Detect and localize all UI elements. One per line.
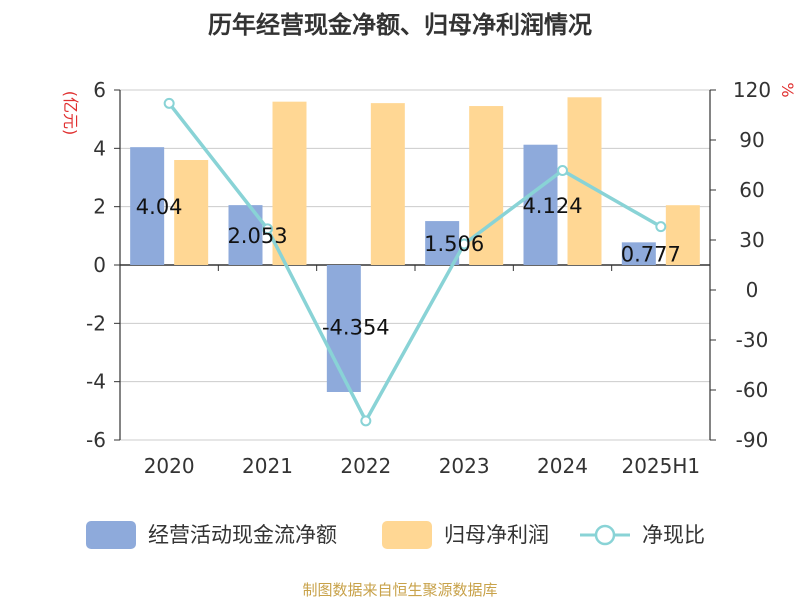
ratio-point — [557, 165, 568, 176]
cashflow-bar — [523, 144, 558, 265]
legend-line-marker — [594, 524, 616, 546]
data-label: 4.04 — [136, 195, 183, 219]
left-tick-label: 0 — [93, 253, 106, 277]
x-tick-label: 2023 — [439, 454, 490, 478]
legend-swatch — [86, 521, 136, 549]
data-label: 4.124 — [522, 194, 582, 218]
right-tick-label: 90 — [739, 128, 764, 152]
source-note: 制图数据来自恒生聚源数据库 — [302, 581, 497, 599]
left-tick-label: -4 — [86, 370, 106, 394]
right-axis-unit: % — [778, 82, 797, 97]
left-tick-label: 4 — [93, 136, 106, 160]
x-tick-label: 2024 — [537, 454, 588, 478]
bars — [130, 97, 700, 392]
data-label: 0.777 — [621, 243, 681, 267]
legend-label: 归母净利润 — [444, 523, 549, 547]
ratio-point — [360, 415, 372, 427]
left-tick-label: 2 — [93, 195, 106, 219]
chart-title: 历年经营现金净额、归母净利润情况 — [208, 11, 592, 39]
right-tick-label: 30 — [739, 228, 764, 252]
data-label: 1.506 — [424, 232, 484, 256]
left-axis-unit: (亿元) — [61, 91, 80, 136]
ratio-point — [163, 97, 175, 109]
right-tick-label: 0 — [746, 278, 759, 302]
data-label: -4.354 — [322, 315, 390, 339]
right-tick-label: 60 — [739, 178, 764, 202]
ratio-point — [262, 223, 273, 235]
profit-bar — [665, 205, 700, 265]
legend-swatch — [382, 521, 432, 549]
cashflow-bar — [621, 242, 656, 265]
right-tick-label: -60 — [736, 378, 769, 402]
axes: 6 4 2 0 -2 -4 -6 120 90 60 30 0 -30 -60 -90 2020 2021 202… — [86, 78, 771, 478]
ratio-point — [655, 221, 667, 233]
left-tick-label: 6 — [93, 78, 106, 102]
x-tick-label: 2025H1 — [621, 454, 700, 478]
left-tick-label: -6 — [86, 428, 106, 452]
x-tick-label: 2021 — [242, 454, 293, 478]
ratio-point — [458, 238, 470, 250]
ratio-line-path — [167, 102, 662, 425]
legend-label: 经营活动现金流净额 — [148, 523, 337, 547]
legend-label: 净现比 — [642, 523, 705, 547]
profit-bar — [370, 103, 405, 265]
cashflow-bar — [326, 265, 361, 392]
right-tick-label: 120 — [733, 78, 771, 102]
left-tick-label: -2 — [86, 311, 106, 335]
cashflow-bar — [425, 221, 460, 265]
ratio-line — [163, 97, 667, 427]
profit-bar — [174, 160, 209, 265]
x-tick-label: 2022 — [340, 454, 391, 478]
legend: 经营活动现金流净额 归母净利润 净现比 — [86, 521, 705, 549]
data-label: 2.053 — [227, 224, 287, 248]
right-tick-label: -90 — [736, 428, 769, 452]
profit-bar — [272, 101, 307, 266]
data-labels: 4.04 2.053 -4.354 1.506 4.124 0.777 — [136, 194, 681, 339]
right-tick-label: -30 — [736, 328, 769, 352]
cashflow-bar — [130, 147, 165, 265]
x-tick-label: 2020 — [144, 454, 195, 478]
profit-bar — [469, 106, 504, 266]
